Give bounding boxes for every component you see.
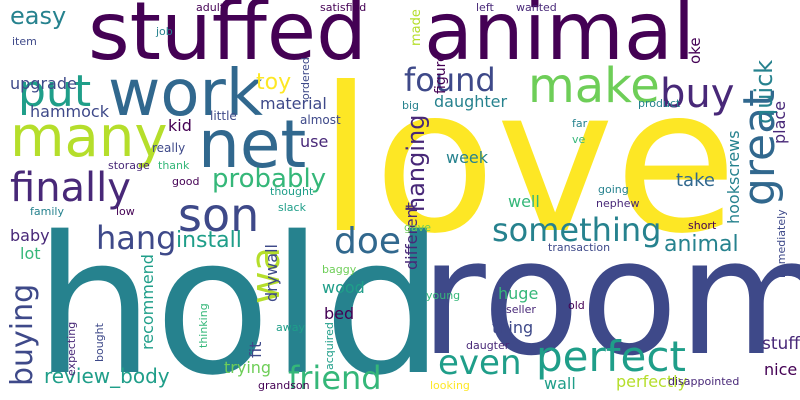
word-wanted: wanted — [516, 1, 557, 14]
word-stuff: stuff — [762, 334, 800, 354]
word-figure: figure — [433, 53, 449, 94]
word-perfectly: perfectly — [616, 372, 688, 391]
word-thought: thought — [270, 185, 314, 198]
word-drywall: drywall — [262, 244, 281, 302]
word-acquired: acquired — [323, 322, 336, 370]
word-even: even — [438, 343, 522, 383]
word-storage: storage — [108, 159, 150, 172]
word-buying: buying — [5, 283, 40, 386]
word-finally: finally — [10, 165, 131, 211]
word-good: good — [172, 175, 200, 188]
word-something: something — [492, 211, 662, 249]
word-hookscrews: hookscrews — [724, 130, 743, 224]
word-old: old — [568, 299, 585, 312]
word-far: far — [572, 117, 588, 130]
word-material: material — [260, 94, 327, 113]
word-nice: nice — [764, 360, 798, 379]
word-doe: doe — [334, 221, 402, 262]
word-friend: friend — [288, 359, 382, 397]
word-recommend: recommend — [138, 254, 157, 350]
word-disappointed: disappointed — [668, 375, 740, 388]
word-place: place — [770, 100, 789, 144]
word-use: use — [300, 132, 329, 151]
word-hang: hang — [96, 219, 177, 257]
word-low: low — [116, 205, 135, 218]
word-job: job — [156, 25, 173, 38]
word-immediately: immediately — [775, 209, 788, 278]
word-big: big — [402, 99, 420, 112]
word-looking: looking — [430, 379, 470, 392]
word-hold: hold — [34, 196, 445, 400]
word-take: take — [676, 170, 715, 191]
word-toy: toy — [256, 70, 292, 95]
word-family: family — [30, 205, 64, 218]
word-net: net — [198, 106, 307, 183]
word-thinking: thinking — [197, 303, 210, 348]
word-thing: thing — [492, 318, 534, 337]
word-young: young — [426, 289, 461, 302]
word-trying: trying — [224, 358, 272, 377]
word-product: product — [638, 97, 681, 110]
word-thank: thank — [158, 159, 190, 172]
word-satisfied: satisfied — [320, 1, 367, 14]
word-bed: bed — [324, 304, 355, 323]
word-slack: slack — [278, 201, 306, 214]
word-item: item — [12, 35, 37, 48]
word-lot: lot — [20, 244, 41, 263]
word-huge: huge — [498, 284, 539, 303]
word-daugter: daugter — [466, 339, 510, 352]
word-week: week — [446, 148, 489, 167]
word-grandson: grandson — [258, 379, 310, 392]
word-review_body: review_body — [44, 364, 170, 388]
word-short: short — [688, 219, 717, 232]
word-many: many — [10, 105, 168, 170]
word-baby: baby — [10, 226, 50, 245]
word-make: make — [528, 58, 660, 114]
word-expecting: expecting — [65, 321, 78, 376]
word-bought: bought — [93, 323, 106, 362]
word-oke: oke — [686, 37, 704, 64]
word-fit: fit — [246, 341, 265, 358]
word-nephew: nephew — [596, 197, 640, 210]
word-gave: gave — [404, 221, 432, 234]
word-room: room — [420, 204, 800, 391]
word-well: well — [508, 192, 540, 211]
word-probably: probably — [212, 164, 327, 194]
word-work: work — [108, 57, 263, 131]
word-seller: seller — [506, 303, 536, 316]
word-different: different — [402, 202, 421, 270]
word-stuffed: stuffed — [88, 0, 367, 78]
word-son: son — [178, 188, 260, 242]
word-easy: easy — [10, 2, 67, 30]
word-transaction: transaction — [548, 241, 611, 254]
word-found: found — [404, 61, 496, 99]
word-kid: kid — [168, 116, 192, 135]
word-upgrade: upgrade — [10, 74, 77, 93]
word-hanging: hanging — [402, 114, 430, 212]
word-wood: wood — [322, 278, 365, 297]
word-little: little — [210, 109, 237, 123]
word-almost: almost — [300, 113, 341, 127]
word-love: love — [318, 45, 738, 278]
word-daughter: daughter — [434, 92, 508, 111]
word-baggy: baggy — [322, 263, 357, 276]
word-hammock: hammock — [30, 102, 109, 121]
word-perfect: perfect — [536, 332, 686, 381]
word-really: really — [152, 141, 186, 155]
word-away: away — [276, 321, 305, 334]
word-going: going — [598, 183, 629, 196]
word-made: made — [409, 9, 424, 46]
word-put: put — [18, 66, 92, 117]
word-left: left — [476, 1, 494, 14]
word-adult: adult — [196, 1, 225, 14]
word-ve: ve — [572, 133, 586, 146]
word-wall: wall — [544, 374, 576, 393]
word-animal-top: animal — [424, 0, 696, 78]
word-buy: buy — [660, 71, 735, 117]
word-install: install — [176, 228, 242, 253]
word-ordered: ordered — [299, 57, 312, 100]
word-animal-mid: animal — [664, 232, 739, 257]
